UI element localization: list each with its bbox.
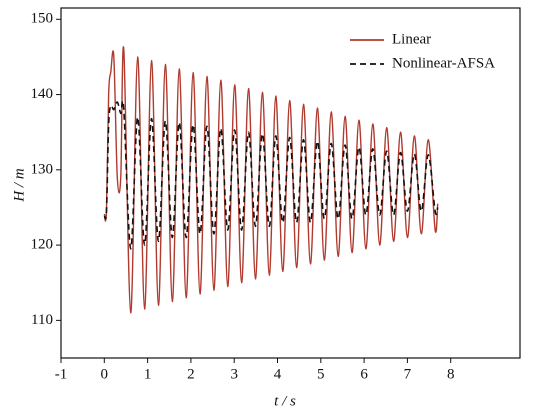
x-tick-label: -1 (55, 366, 68, 382)
y-axis-label: H / m (11, 168, 27, 203)
x-tick-label: 5 (317, 366, 325, 382)
x-tick-label: 8 (447, 366, 455, 382)
y-tick-label: 140 (31, 86, 54, 102)
plot-frame (60, 7, 521, 359)
x-axis-label: t / s (274, 393, 296, 409)
legend-label: Nonlinear-AFSA (392, 55, 495, 71)
y-tick-label: 150 (31, 11, 54, 27)
x-tick-label: 3 (230, 366, 238, 382)
x-tick-label: 4 (274, 366, 282, 382)
x-tick-label: 1 (144, 366, 152, 382)
x-tick-label: 2 (187, 366, 195, 382)
x-tick-label: 7 (404, 366, 412, 382)
x-tick-label: 6 (360, 366, 368, 382)
y-tick-label: 120 (31, 237, 54, 253)
x-tick-label: 0 (101, 366, 109, 382)
y-tick-label: 110 (31, 312, 53, 328)
y-tick-label: 130 (31, 161, 54, 177)
line-series (103, 46, 439, 314)
legend-label: Linear (392, 31, 431, 47)
line-series (103, 100, 439, 250)
